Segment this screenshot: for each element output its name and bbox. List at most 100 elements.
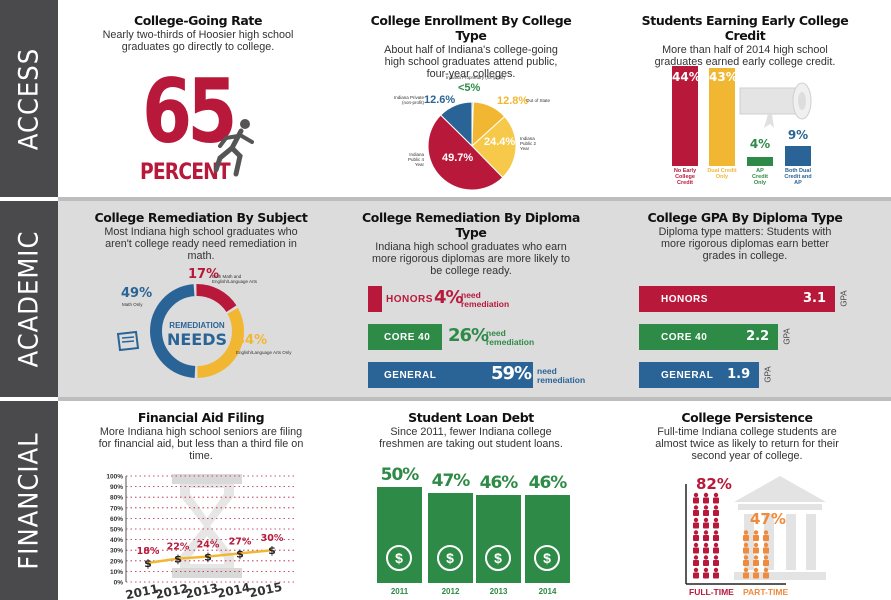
person-icon [703,505,709,516]
person-icon [693,542,699,554]
early-pct-ap: 4% [749,137,771,151]
slice-label-out-of-state: Out of State [526,98,551,103]
gpa-value-core40: 2.2 [746,329,770,344]
diploma-pct-core40: 26% [448,325,489,346]
persistence-pct-full-time: 82% [696,475,732,493]
diploma-pct-honors: 4% [434,287,464,308]
loan-year-2012: 2012 [441,587,460,596]
data-label: 24% [197,540,220,551]
early-pct-dual: 43% [709,70,738,84]
slice-pct-private: 12.6% [424,94,456,106]
person-icon [693,567,699,579]
gpa-bar-general: GENERAL [639,362,760,388]
panel-title: Financial Aid Filing [137,410,265,425]
person-icon [713,492,719,504]
slice-pct-proprietary: <5% [458,82,481,94]
panel-description: Since 2011, fewer Indiana college freshm… [379,426,563,450]
y-tick-label: 90% [110,484,123,491]
x-tick-label: 2013 [184,581,220,600]
y-tick-label: 100% [106,474,123,481]
panel-description: Nearly two-thirds of Hoosier high school… [102,29,294,53]
person-icon [713,517,719,529]
data-label: 27% [229,536,252,547]
person-icon [743,567,749,579]
slice-label-private: Indiana Private (non-profit) [393,95,424,105]
slice-label-public-2yr: Indiana Public 2 Year [520,136,537,151]
x-tick-label: 2011 [124,582,160,600]
diploma-need-core40: need remediation [486,328,535,347]
diploma-bar-honors: HONORS [368,286,432,312]
dollar-coin-icon: $ [485,545,511,571]
panel-description: Diploma type matters: Students with more… [658,226,832,262]
early-bar-ap [747,156,773,166]
donut-segment [150,284,196,378]
data-label: 30% [261,533,284,544]
y-tick-label: 70% [110,505,123,512]
person-icon [703,555,709,566]
running-person-icon [214,119,254,177]
gpa-bar-honors: HONORS [639,286,835,312]
y-tick-label: 80% [110,495,123,502]
diploma-need-general: need remediation [537,366,586,385]
persistence-label-part-time: PART-TIME [743,587,789,597]
early-label-ap: AP Credit Only [752,168,768,186]
person-icon [753,567,759,579]
slice-label-public-4yr: Indiana Public 4 Year [407,152,424,167]
panel-description: Most Indiana high school graduates who a… [104,226,298,262]
panel-title: College-Going Rate [133,13,263,28]
university-building-icon [734,476,826,580]
person-icon [703,517,709,529]
segment-label-both: Both Math and English/Language Arts [212,274,258,284]
loan-year-2011: 2011 [390,587,409,596]
person-icon [753,530,759,541]
section-divider [58,397,891,401]
segment-pct-ela: 34% [236,333,268,348]
panel-title: College GPA By Diploma Type [647,210,843,225]
person-icon [743,555,749,566]
person-icon [743,530,749,541]
y-tick-label: 10% [110,569,123,576]
segment-pct-math: 49% [121,286,153,301]
section-divider [58,197,891,201]
loan-year-2013: 2013 [489,587,508,596]
diploma-need-honors: need remediation [461,290,510,309]
early-label-no-credit: No Early College Credit [673,168,697,186]
section-label-financial: FINANCIAL [0,401,58,600]
dollar-marker-icon: $ [174,553,182,566]
person-icon [693,530,699,541]
diploma-scroll-icon [739,82,812,128]
data-label: 18% [137,546,160,557]
early-bar-dual [709,68,735,166]
dollar-coin-icon: $ [386,545,412,571]
pie-slice [471,115,517,179]
person-icon [713,505,719,516]
person-icon [713,555,719,566]
segment-pct-both: 17% [188,267,220,282]
remediation-donut-chart [150,284,244,378]
pie-slice [427,114,504,191]
gpa-bar-core40: CORE 40 [639,324,779,350]
college-going-rate-panel: College-Going Rate Nearly two-thirds of … [88,13,308,53]
x-tick-label: 2015 [248,580,284,600]
panel-description: Indiana high school graduates who earn m… [371,241,571,277]
person-icon [693,555,699,566]
y-tick-label: 20% [110,558,123,565]
dollar-coin-icon: $ [437,545,463,571]
dollar-coin-icon: $ [534,545,560,571]
person-icon [763,530,769,541]
slice-pct-out-of-state: 12.8% [497,95,529,107]
person-icon [743,542,749,554]
person-icon [713,567,719,579]
gpa-diploma-panel: College GPA By Diploma Type Diploma type… [636,210,854,262]
early-pct-no-credit: 44% [672,70,701,84]
person-icon [763,542,769,554]
gpa-unit-core40: GPA [782,328,792,345]
slice-pct-public-4yr: 49.7% [442,152,474,164]
dollar-marker-icon: $ [268,544,276,557]
enrollment-panel: College Enrollment By College Type About… [356,13,586,80]
donut-segment [196,284,237,313]
dollar-marker-icon: $ [204,551,212,564]
early-bar-both [785,145,811,166]
diploma-pct-general: 59% [491,363,532,384]
section-label-academic: ACADEMIC [0,201,58,397]
